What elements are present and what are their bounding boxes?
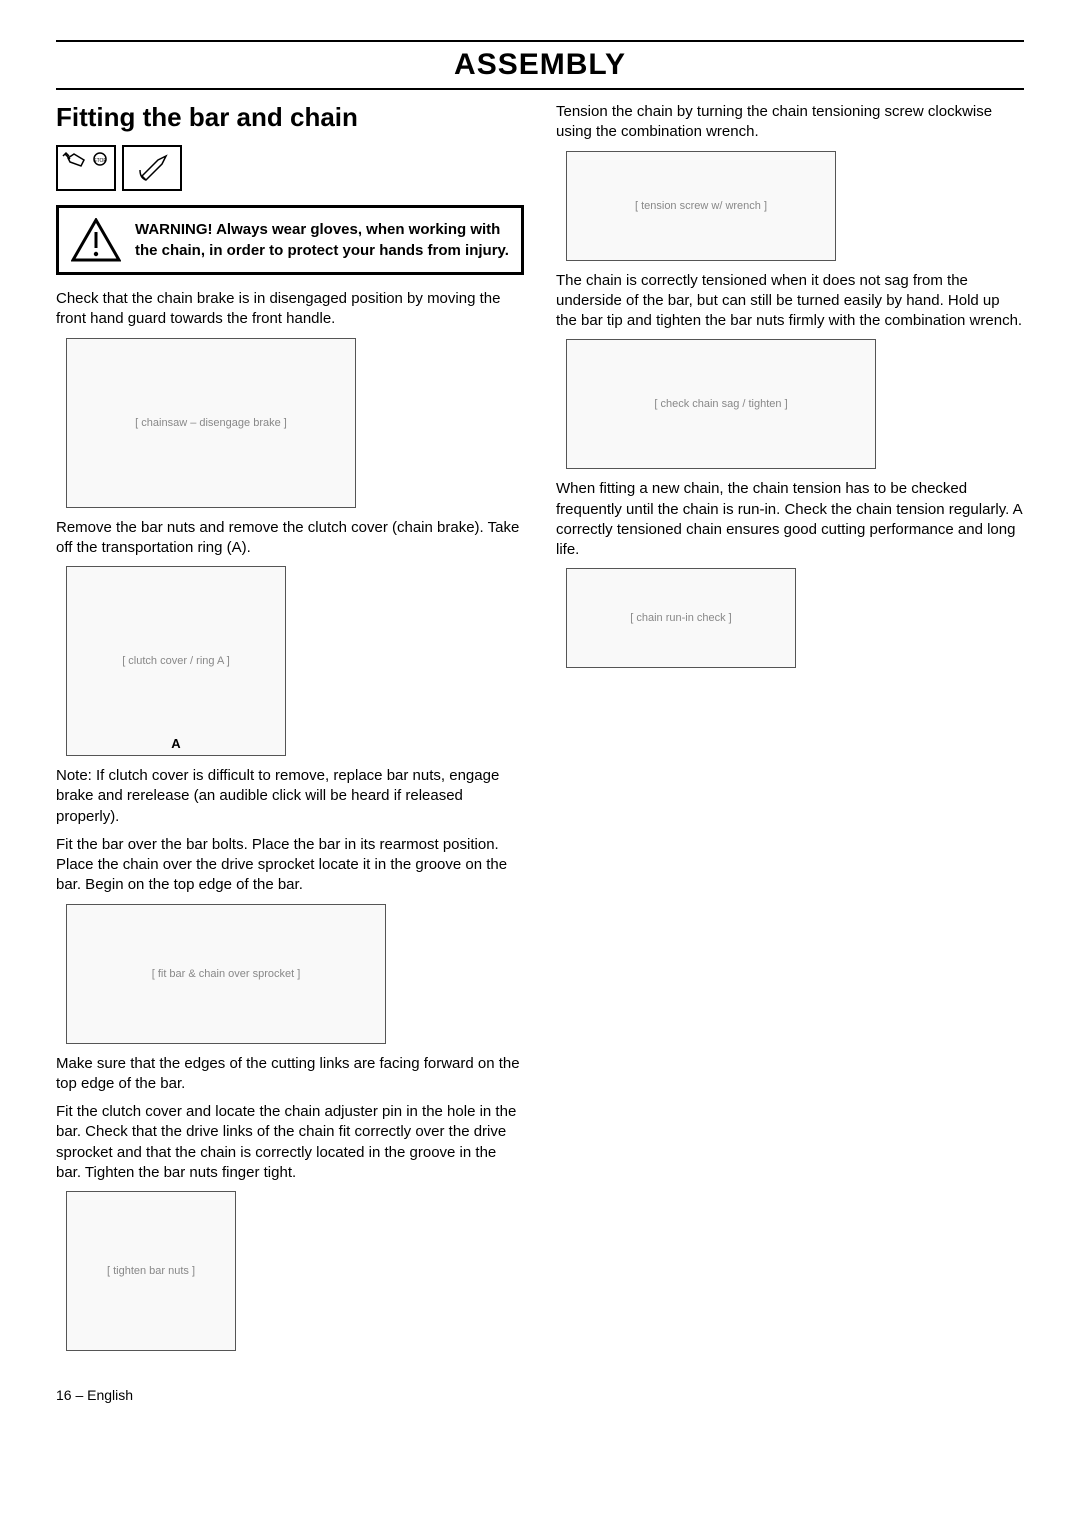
figure-check-sag: [ check chain sag / tighten ] — [566, 339, 876, 469]
left-column: Fitting the bar and chain STOP — [56, 102, 524, 1361]
figure-fit-bar-chain: [ fit bar & chain over sprocket ] — [66, 904, 386, 1044]
right-column: Tension the chain by turning the chain t… — [556, 102, 1024, 1361]
gloves-icon: STOP — [56, 145, 116, 191]
para-cutting-links: Make sure that the edges of the cutting … — [56, 1054, 524, 1095]
para-check-brake: Check that the chain brake is in disenga… — [56, 289, 524, 330]
manual-icon — [122, 145, 182, 191]
two-column-layout: Fitting the bar and chain STOP — [56, 102, 1024, 1361]
para-fit-clutch-cover: Fit the clutch cover and locate the chai… — [56, 1102, 524, 1183]
warning-box: WARNING! Always wear gloves, when workin… — [56, 205, 524, 275]
section-title: Fitting the bar and chain — [56, 102, 524, 133]
para-tension-chain: Tension the chain by turning the chain t… — [556, 102, 1024, 143]
figure-label-a: A — [171, 736, 180, 751]
para-new-chain: When fitting a new chain, the chain tens… — [556, 479, 1024, 560]
figure-run-in: [ chain run-in check ] — [566, 568, 796, 668]
page-number: 16 – English — [56, 1387, 133, 1403]
para-fit-bar: Fit the bar over the bar bolts. Place th… — [56, 835, 524, 896]
warning-triangle-icon — [71, 218, 121, 262]
page-header: ASSEMBLY — [56, 40, 1024, 90]
para-remove-nuts: Remove the bar nuts and remove the clutc… — [56, 518, 524, 559]
para-correct-tension: The chain is correctly tensioned when it… — [556, 271, 1024, 332]
figure-tighten-nuts: [ tighten bar nuts ] — [66, 1191, 236, 1351]
page-title: ASSEMBLY — [56, 48, 1024, 82]
page-footer: 16 – English — [56, 1387, 1024, 1403]
figure-tension-screw: [ tension screw w/ wrench ] — [566, 151, 836, 261]
figure-disengage-brake: [ chainsaw – disengage brake ] — [66, 338, 356, 508]
safety-icon-row: STOP — [56, 145, 524, 191]
figure-clutch-cover: [ clutch cover / ring A ] A — [66, 566, 286, 756]
para-note-clutch: Note: If clutch cover is difficult to re… — [56, 766, 524, 827]
warning-text: WARNING! Always wear gloves, when workin… — [135, 219, 509, 261]
svg-text:STOP: STOP — [93, 158, 107, 164]
